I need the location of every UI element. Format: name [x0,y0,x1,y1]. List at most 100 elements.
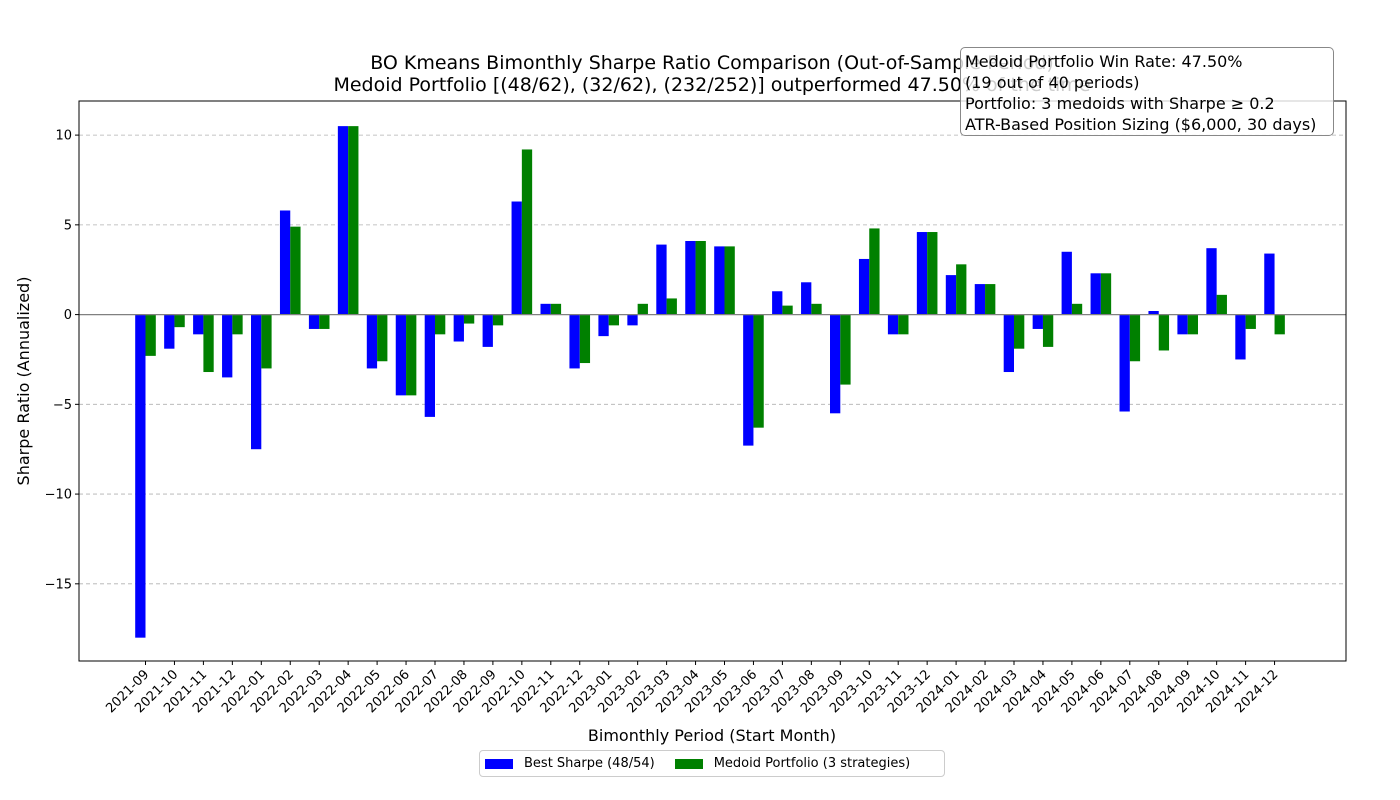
bar-medoid-portfolio [1274,314,1285,335]
bar-best-sharpe [714,246,725,315]
annotation-line: (19 out of 40 periods) [965,73,1140,92]
bar-medoid-portfolio [956,264,967,315]
annotation-line: Portfolio: 3 medoids with Sharpe ≥ 0.2 [965,94,1275,113]
bar-medoid-portfolio [985,284,996,315]
bar-best-sharpe [164,314,175,349]
bar-medoid-portfolio [1187,314,1198,335]
legend-label: Medoid Portfolio (3 strategies) [713,756,911,771]
bar-medoid-portfolio [348,126,359,315]
bar-best-sharpe [685,241,696,315]
bar-medoid-portfolio [695,241,706,315]
bar-best-sharpe [945,275,957,315]
bar-medoid-portfolio [1014,314,1025,349]
bar-best-sharpe [1032,314,1043,329]
bar-best-sharpe [366,314,378,369]
bar-medoid-portfolio [1100,273,1112,315]
bar-medoid-portfolio [145,314,156,356]
legend-item-medoid-portfolio: Medoid Portfolio (3 strategies) [674,756,911,771]
bar-medoid-portfolio [753,314,764,428]
bar-medoid-portfolio [435,314,446,335]
bar-medoid-portfolio [377,314,388,362]
y-axis-label: Sharpe Ratio (Annualized) [14,277,33,486]
bar-best-sharpe [453,314,464,342]
bar-medoid-portfolio [811,303,822,315]
bar-medoid-portfolio [724,246,735,315]
bar-best-sharpe [482,314,493,347]
bar-best-sharpe [1206,248,1217,315]
y-tick-label: −10 [45,488,72,503]
legend-item-best-sharpe: Best Sharpe (48/54) [485,756,655,771]
bar-medoid-portfolio [232,314,243,335]
legend-swatch-blue [485,758,513,769]
bar-best-sharpe [887,314,899,335]
bar-medoid-portfolio [782,305,793,315]
bar-medoid-portfolio [637,303,648,315]
bar-best-sharpe [337,126,349,315]
bar-medoid-portfolio [203,314,214,373]
bar-best-sharpe [424,314,435,417]
bar-best-sharpe [395,314,407,396]
bar-best-sharpe [1061,251,1072,315]
y-tick-label: −5 [53,398,72,413]
bar-best-sharpe [1148,311,1159,315]
bar-best-sharpe [222,314,233,378]
bar-best-sharpe [743,314,754,446]
bar-medoid-portfolio [608,314,619,326]
bar-best-sharpe [308,314,320,329]
bar-best-sharpe [772,291,783,315]
bar-best-sharpe [598,314,609,337]
y-tick-label: 5 [64,218,72,233]
bar-medoid-portfolio [174,314,185,328]
bar-medoid-portfolio [261,314,272,369]
bar-best-sharpe [1235,314,1246,360]
y-axis-ticks: 10 5 0 −5 −10 −15 [45,129,79,592]
bars [135,126,1285,638]
bar-best-sharpe [1177,314,1188,335]
bar-medoid-portfolio [1042,314,1054,347]
bar-medoid-portfolio [290,226,301,315]
bar-best-sharpe [830,314,841,414]
chart-subtitle: Medoid Portfolio [(48/62), (32/62), (232… [333,74,1091,96]
bar-best-sharpe [569,314,580,369]
annotation-line: Medoid Portfolio Win Rate: 47.50% [965,52,1243,71]
y-tick-label: 10 [55,129,72,144]
bar-medoid-portfolio [492,314,504,326]
annotation-line: ATR-Based Position Sizing ($6,000, 30 da… [965,115,1317,134]
bar-best-sharpe [974,284,986,315]
y-tick-label: 0 [64,308,72,323]
bar-best-sharpe [656,244,667,315]
bar-medoid-portfolio [1158,314,1170,351]
chart-legend: Best Sharpe (48/54) Medoid Portfolio (3 … [479,750,945,777]
bar-medoid-portfolio [666,298,677,315]
bar-medoid-portfolio [319,314,330,329]
bar-best-sharpe [540,303,551,315]
bar-best-sharpe [1090,273,1101,315]
bar-best-sharpe [279,210,291,315]
win-rate-annotation-box: Medoid Portfolio Win Rate: 47.50% (19 ou… [960,47,1334,136]
bar-best-sharpe [193,314,204,335]
bar-medoid-portfolio [898,314,909,335]
bar-best-sharpe [627,314,638,326]
bar-best-sharpe [1003,314,1014,373]
bar-medoid-portfolio [927,232,938,315]
bar-medoid-portfolio [550,303,562,315]
bar-best-sharpe [801,282,812,315]
bar-medoid-portfolio [579,314,591,364]
bar-medoid-portfolio [463,314,475,324]
bar-medoid-portfolio [840,314,851,385]
bar-medoid-portfolio [1129,314,1141,362]
bar-best-sharpe [916,232,928,315]
bar-best-sharpe [1264,253,1275,315]
bar-best-sharpe [135,314,146,638]
chart-title: BO Kmeans Bimonthly Sharpe Ratio Compari… [370,52,1054,74]
bar-medoid-portfolio [1071,303,1083,315]
bar-medoid-portfolio [1216,294,1227,315]
bar-medoid-portfolio [521,149,533,315]
bar-medoid-portfolio [1245,314,1256,329]
x-axis-ticks: 2021-092021-102021-112021-122022-012022-… [103,661,1281,716]
x-axis-label: Bimonthly Period (Start Month) [588,726,836,745]
legend-label: Best Sharpe (48/54) [524,756,655,771]
bar-medoid-portfolio [869,228,880,315]
bar-best-sharpe [858,258,870,315]
